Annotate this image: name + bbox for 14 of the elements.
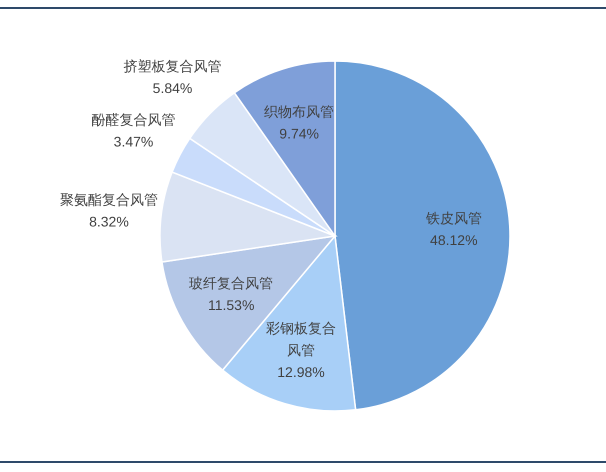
slice-label: 酚醛复合风管 bbox=[92, 111, 176, 128]
data-label: 11.53% bbox=[208, 297, 254, 314]
slice-label: 聚氨酯复合风管 bbox=[60, 191, 158, 208]
slice-label: 织物布风管 bbox=[264, 104, 334, 120]
data-label: 9.74% bbox=[279, 126, 320, 142]
data-label: 12.98% bbox=[277, 364, 325, 380]
slice-label: 挤塑板复合风管 bbox=[124, 58, 222, 74]
data-label: 48.12% bbox=[430, 232, 478, 248]
data-label: 5.84% bbox=[152, 80, 192, 96]
data-label: 8.32% bbox=[89, 213, 129, 230]
data-label: 3.47% bbox=[114, 133, 154, 150]
slice-label: 铁皮风管 bbox=[424, 210, 482, 226]
slice-label: 彩钢板复合风管 bbox=[266, 320, 336, 358]
slice-label: 玻纤复合风管 bbox=[189, 275, 274, 292]
